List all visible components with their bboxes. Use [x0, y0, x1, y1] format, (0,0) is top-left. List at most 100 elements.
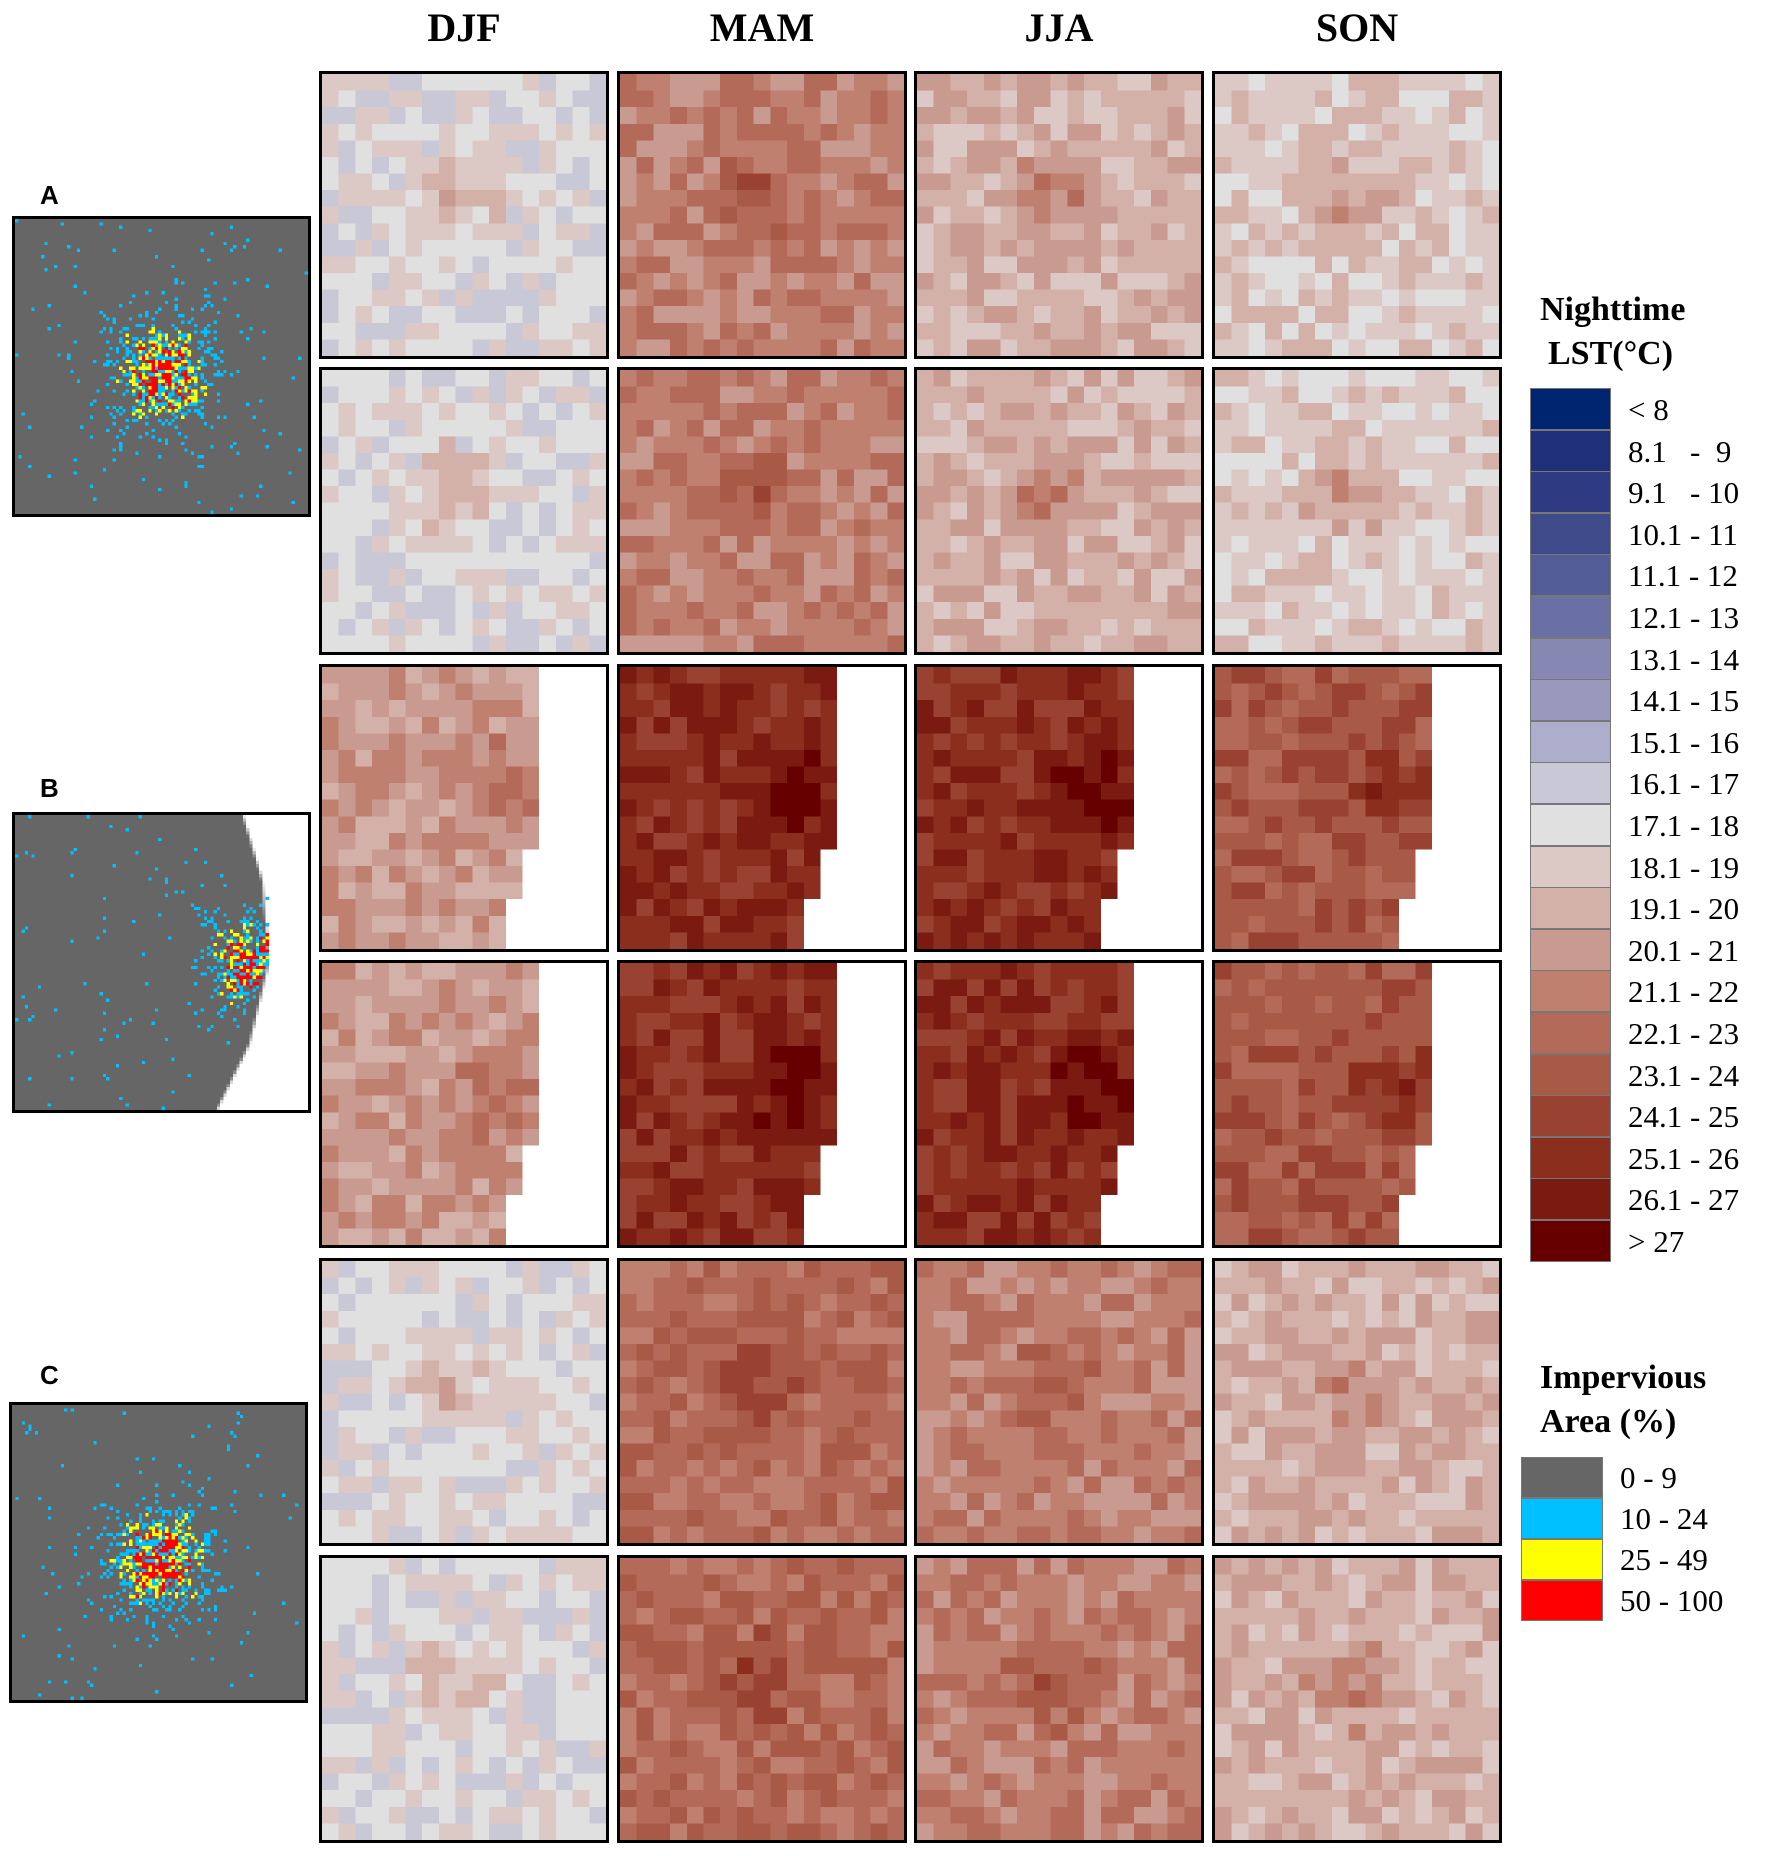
lst-panel-b-son: [1212, 664, 1502, 952]
lst-panel-b-mam: [617, 960, 907, 1248]
lst-panel-a-jja: [914, 367, 1204, 655]
lst-legend-title-2: LST(°C): [1548, 335, 1674, 372]
lst-raster: [322, 963, 606, 1245]
lst-panel-c-djf: [319, 1258, 609, 1546]
lst-legend-swatch: [1530, 1095, 1611, 1138]
column-header-jja: JJA: [1024, 5, 1094, 50]
lst-panel-a-jja: [914, 71, 1204, 359]
lst-legend-swatch: [1530, 388, 1611, 430]
column-header-son: SON: [1315, 5, 1399, 50]
lst-panel-b-son: [1212, 960, 1502, 1248]
column-header-mam: MAM: [709, 5, 815, 50]
lst-legend-swatch: [1530, 804, 1611, 846]
lst-legend-swatch: [1530, 1136, 1611, 1179]
lst-raster: [917, 963, 1201, 1245]
lst-legend-swatch: [1530, 887, 1611, 930]
lst-legend-label: 20.1 - 21: [1628, 932, 1740, 968]
lst-legend-swatch: [1530, 1053, 1611, 1096]
lst-raster: [620, 667, 904, 949]
site-label: C: [40, 1360, 59, 1390]
lst-legend-label: 11.1 - 12: [1628, 558, 1738, 594]
lst-legend-swatch: [1530, 679, 1611, 722]
impervious-legend-label: 50 - 100: [1620, 1583, 1724, 1618]
impervious-legend-label: 0 - 9: [1620, 1460, 1677, 1495]
lst-panel-b-jja: [914, 960, 1204, 1248]
lst-legend-swatch: [1530, 1012, 1611, 1054]
lst-raster: [1215, 74, 1499, 356]
lst-panel-a-djf: [319, 71, 609, 359]
impervious-legend-title: Impervious: [1540, 1359, 1707, 1396]
impervious-legend-swatch: [1521, 1580, 1603, 1621]
lst-legend-swatch: [1530, 554, 1611, 597]
lst-legend-label: 22.1 - 23: [1628, 1016, 1740, 1051]
lst-raster: [1215, 1261, 1499, 1543]
lst-legend-label: 23.1 - 24: [1628, 1057, 1740, 1093]
lst-legend-swatch: [1530, 596, 1611, 638]
impervious-legend-swatch: [1521, 1539, 1603, 1580]
lst-legend-label: < 8: [1628, 392, 1669, 427]
lst-panel-c-jja: [914, 1258, 1204, 1546]
lst-raster: [620, 963, 904, 1245]
lst-legend-label: > 27: [1628, 1224, 1685, 1259]
lst-panel-a-mam: [617, 71, 907, 359]
lst-legend-label: 15.1 - 16: [1628, 724, 1740, 760]
lst-panel-b-djf: [319, 960, 609, 1248]
lst-raster: [322, 1558, 606, 1840]
impervious-raster: [15, 219, 308, 514]
lst-panel-a-son: [1212, 71, 1502, 359]
lst-legend-swatch: [1530, 970, 1611, 1013]
lst-legend-swatch: [1530, 637, 1611, 680]
lst-panel-c-son: [1212, 1258, 1502, 1546]
lst-raster: [322, 370, 606, 652]
lst-panel-b-mam: [617, 664, 907, 952]
lst-legend-label: 12.1 - 13: [1628, 600, 1740, 635]
lst-legend-swatch: [1530, 471, 1611, 514]
lst-panel-a-son: [1212, 367, 1502, 655]
lst-legend-swatch: [1530, 1178, 1611, 1221]
lst-legend-label: 17.1 - 18: [1628, 808, 1740, 843]
lst-raster: [620, 1558, 904, 1840]
lst-raster: [917, 370, 1201, 652]
lst-legend-label: 24.1 - 25: [1628, 1099, 1740, 1135]
lst-raster: [1215, 963, 1499, 1245]
lst-legend-title: Nighttime: [1540, 291, 1686, 328]
lst-panel-b-djf: [319, 664, 609, 952]
lst-legend-label: 10.1 - 11: [1628, 516, 1738, 552]
impervious-legend-swatch: [1521, 1498, 1603, 1539]
lst-raster: [1215, 667, 1499, 949]
lst-panel-c-jja: [914, 1555, 1204, 1843]
impervious-legend-title-2: Area (%): [1540, 1403, 1677, 1440]
lst-legend-label: 8.1 - 9: [1628, 433, 1732, 469]
site-label: A: [40, 180, 59, 210]
lst-legend-label: 26.1 - 27: [1628, 1182, 1740, 1218]
lst-legend-swatch: [1530, 429, 1611, 472]
lst-panel-a-mam: [617, 367, 907, 655]
lst-panel-c-mam: [617, 1555, 907, 1843]
impervious-legend-label: 10 - 24: [1620, 1501, 1708, 1536]
lst-legend-label: 25.1 - 26: [1628, 1140, 1740, 1176]
lst-legend-label: 21.1 - 22: [1628, 974, 1740, 1010]
lst-panel-c-djf: [319, 1555, 609, 1843]
impervious-map: [9, 1402, 308, 1703]
site-label: B: [40, 773, 59, 803]
impervious-raster: [12, 1405, 305, 1700]
lst-raster: [620, 370, 904, 652]
lst-raster: [917, 1558, 1201, 1840]
lst-legend-swatch: [1530, 928, 1611, 971]
lst-panel-c-mam: [617, 1258, 907, 1546]
lst-panel-a-djf: [319, 367, 609, 655]
lst-legend-swatch: [1530, 845, 1611, 888]
lst-raster: [620, 1261, 904, 1543]
lst-raster: [917, 667, 1201, 949]
lst-raster: [620, 74, 904, 356]
lst-raster: [322, 667, 606, 949]
lst-legend-swatch: [1530, 720, 1611, 763]
impervious-raster: [15, 815, 308, 1110]
lst-raster: [1215, 370, 1499, 652]
lst-legend-swatch: [1530, 1220, 1611, 1262]
lst-legend-label: 19.1 - 20: [1628, 891, 1740, 927]
impervious-legend-label: 25 - 49: [1620, 1542, 1708, 1577]
lst-raster: [917, 74, 1201, 356]
lst-legend-label: 18.1 - 19: [1628, 849, 1740, 885]
column-header-djf: DJF: [427, 5, 501, 50]
